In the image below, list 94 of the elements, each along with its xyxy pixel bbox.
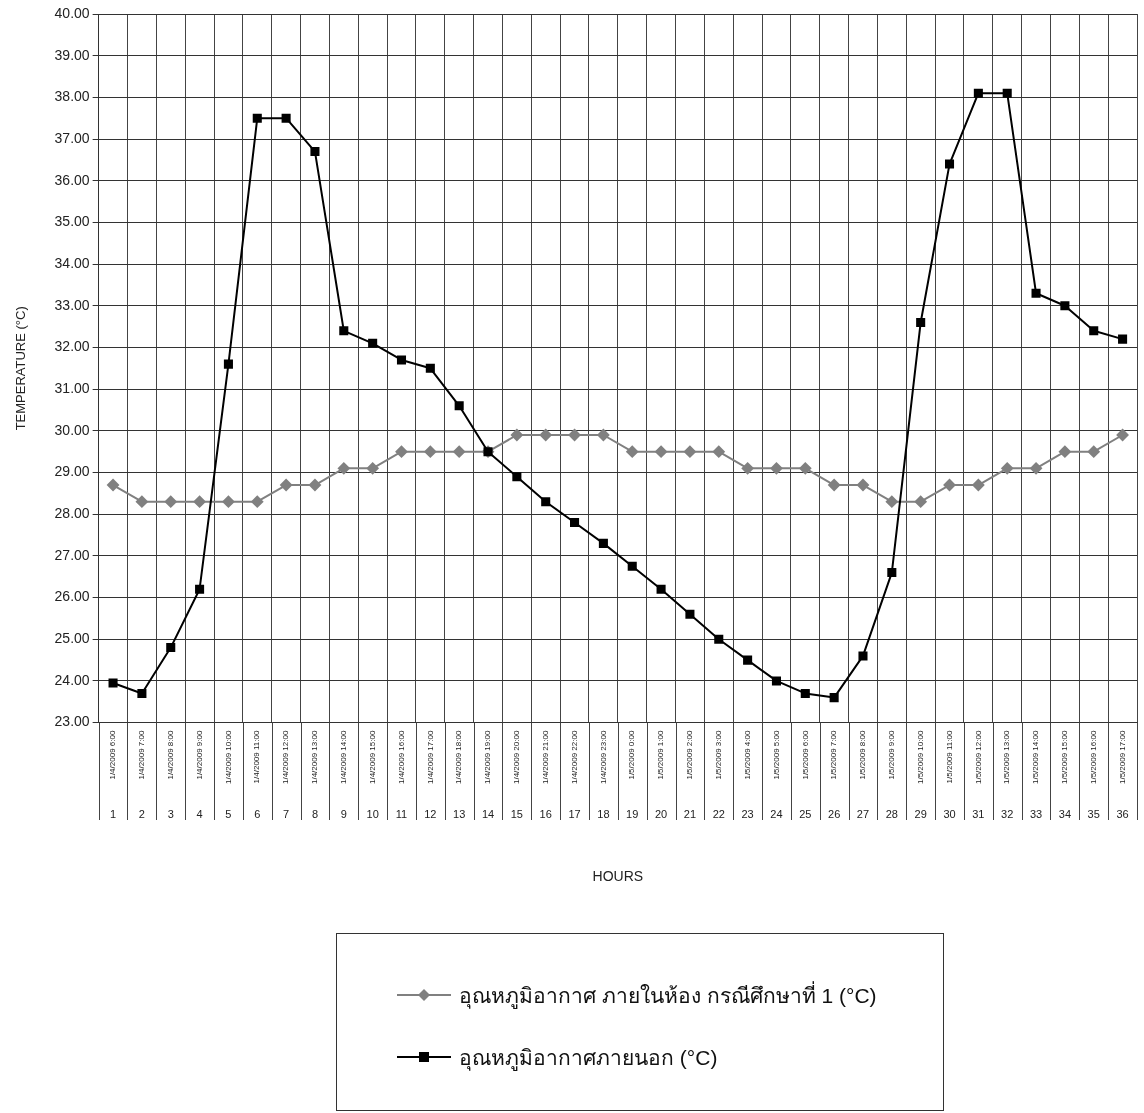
x2-tick-label: 35 <box>1087 807 1100 820</box>
x2-tick-label: 17 <box>568 807 581 820</box>
x2-tick-label: 27 <box>856 807 870 820</box>
x2-tick-label: 31 <box>972 807 985 820</box>
x2-tick-label: 18 <box>597 807 610 820</box>
x-tick-label: 1/5/2009 12:00 <box>973 730 983 785</box>
x-tick-label: 1/4/2009 17:00 <box>425 730 435 785</box>
y-tick-label: 33.00 <box>54 296 90 313</box>
x-tick-label: 1/4/2009 19:00 <box>483 730 493 785</box>
x2-tick-label: 2 <box>138 807 145 820</box>
x2-tick-label: 24 <box>770 807 783 820</box>
x-tick-label: 1/5/2009 15:00 <box>1060 730 1070 785</box>
x2-tick-label: 9 <box>340 807 347 820</box>
x2-tick-label: 21 <box>683 807 697 820</box>
x2-tick-label: 13 <box>453 807 466 820</box>
legend-label: อุณหภูมิอากาศ ภายในห้อง กรณีศึกษาที่ 1 (°C) <box>459 980 877 1011</box>
x2-tick-label: 14 <box>481 807 495 820</box>
y-tick-label: 36.00 <box>54 171 90 188</box>
x-tick-label: 1/5/2009 17:00 <box>1117 730 1127 785</box>
x-axis-title: HOURS <box>592 868 644 885</box>
x-tick-label: 1/5/2009 9:00 <box>887 730 897 780</box>
legend-label: อุณหภูมิอากาศภายนอก (°C) <box>459 1044 718 1073</box>
x-tick-label: 1/5/2009 5:00 <box>771 730 781 780</box>
x-tick-label: 1/4/2009 14:00 <box>339 730 349 785</box>
x-tick-label: 1/5/2009 14:00 <box>1031 730 1041 785</box>
x-tick-label: 1/5/2009 0:00 <box>627 730 637 780</box>
x2-tick-label: 30 <box>943 807 956 820</box>
x2-tick-label: 33 <box>1029 807 1043 820</box>
x2-tick-label: 10 <box>366 807 379 820</box>
x-tick-label: 1/4/2009 13:00 <box>310 730 320 785</box>
y-tick-label: 28.00 <box>54 505 90 522</box>
x2-tick-label: 16 <box>539 807 552 820</box>
x2-tick-label: 26 <box>828 807 841 820</box>
y-tick-label: 25.00 <box>54 630 90 647</box>
x2-tick-label: 6 <box>254 807 261 820</box>
x-tick-label: 1/5/2009 3:00 <box>713 730 723 780</box>
x-tick-label: 1/4/2009 9:00 <box>194 730 204 780</box>
y-tick-label: 26.00 <box>54 588 90 605</box>
x-tick-label: 1/4/2009 7:00 <box>137 730 147 780</box>
y-tick-label: 27.00 <box>54 546 90 563</box>
x2-tick-label: 29 <box>914 807 927 820</box>
x2-tick-label: 15 <box>510 807 523 820</box>
x-tick-label: 1/4/2009 18:00 <box>454 730 464 785</box>
y-tick-label: 32.00 <box>54 338 90 355</box>
x-tick-label: 1/4/2009 16:00 <box>396 730 406 785</box>
x2-tick-label: 1 <box>109 807 117 820</box>
x-tick-label: 1/4/2009 21:00 <box>540 730 550 785</box>
x2-tick-label: 25 <box>799 807 812 820</box>
x-tick-label: 1/4/2009 11:00 <box>252 730 262 784</box>
x2-tick-label: 20 <box>654 807 668 820</box>
x2-tick-label: 12 <box>424 807 437 820</box>
x-tick-label: 1/4/2009 22:00 <box>569 730 579 785</box>
x-tick-label: 1/5/2009 7:00 <box>829 730 839 780</box>
x-tick-label: 1/4/2009 6:00 <box>108 730 118 780</box>
x2-tick-label: 3 <box>167 807 174 820</box>
y-tick-label: 23.00 <box>54 713 90 730</box>
x-tick-label: 1/4/2009 8:00 <box>165 730 175 780</box>
y-axis-title: TEMPERATURE (°C) <box>13 306 29 431</box>
x-tick-label: 1/5/2009 4:00 <box>742 730 752 780</box>
x2-tick-label: 5 <box>225 807 232 820</box>
y-tick-label: 34.00 <box>54 254 90 271</box>
x2-tick-label: 36 <box>1116 807 1129 820</box>
x-tick-label: 1/4/2009 20:00 <box>512 730 522 785</box>
y-tick-label: 35.00 <box>54 213 90 230</box>
x-tick-label: 1/5/2009 13:00 <box>1002 730 1012 785</box>
x-tick-label: 1/4/2009 23:00 <box>598 730 608 785</box>
x2-tick-label: 34 <box>1058 807 1072 820</box>
x-tick-label: 1/5/2009 8:00 <box>858 730 868 780</box>
x2-tick-label: 22 <box>712 807 725 820</box>
x-tick-label: 1/5/2009 10:00 <box>915 730 925 785</box>
x2-tick-label: 8 <box>311 807 319 820</box>
x-tick-label: 1/5/2009 2:00 <box>685 730 695 780</box>
x-tick-label: 1/4/2009 15:00 <box>367 730 377 785</box>
x2-tick-label: 19 <box>626 807 639 820</box>
y-tick-label: 24.00 <box>54 671 90 688</box>
x-tick-label: 1/5/2009 1:00 <box>656 730 666 780</box>
x-tick-label: 1/5/2009 11:00 <box>944 730 954 784</box>
x2-tick-label: 7 <box>283 807 290 820</box>
x-tick-label: 1/4/2009 10:00 <box>223 730 233 785</box>
y-tick-label: 38.00 <box>54 88 90 105</box>
x2-tick-label: 23 <box>741 807 754 820</box>
x2-tick-label: 32 <box>1001 807 1014 820</box>
y-tick-label: 37.00 <box>54 129 90 146</box>
x-tick-label: 1/4/2009 12:00 <box>281 730 291 785</box>
x-tick-label: 1/5/2009 6:00 <box>800 730 810 780</box>
x2-tick-label: 28 <box>885 807 898 820</box>
y-tick-label: 31.00 <box>54 380 90 397</box>
x2-tick-label: 11 <box>395 807 408 820</box>
y-tick-label: 30.00 <box>54 421 90 438</box>
x2-tick-label: 4 <box>196 807 203 820</box>
y-tick-label: 40.00 <box>54 4 90 21</box>
y-tick-label: 39.00 <box>54 46 90 63</box>
y-tick-label: 29.00 <box>54 463 90 480</box>
x-tick-label: 1/5/2009 16:00 <box>1088 730 1098 785</box>
